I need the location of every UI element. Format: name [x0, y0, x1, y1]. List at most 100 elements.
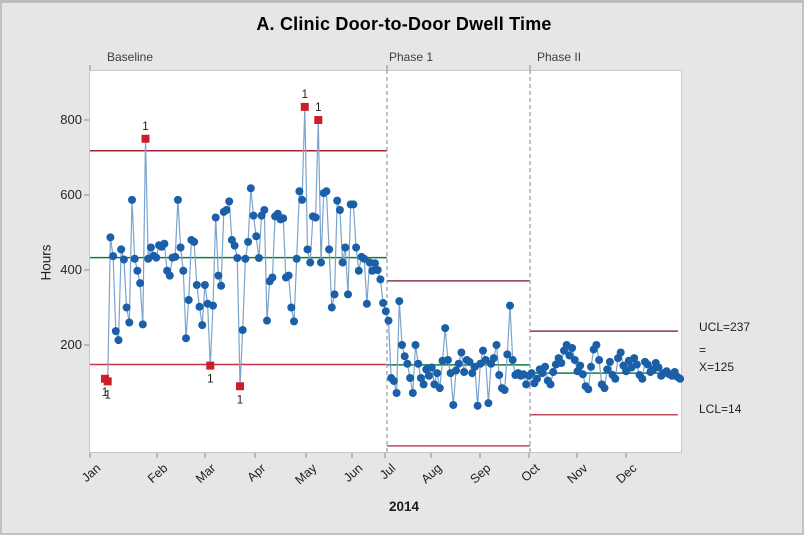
data-point: [303, 245, 312, 254]
lcl-annotation: LCL=14: [699, 402, 742, 416]
data-point: [392, 389, 401, 397]
series-connector: [104, 106, 681, 406]
data-point: [298, 195, 307, 204]
flag-label: 1: [104, 389, 110, 401]
data-point: [449, 401, 458, 409]
data-point: [403, 359, 412, 368]
chart-title: A. Clinic Door-to-Door Dwell Time: [256, 14, 552, 34]
data-point: [506, 301, 514, 310]
data-point: [654, 363, 663, 372]
data-point: [595, 356, 604, 364]
data-point: [468, 369, 477, 378]
data-point: [136, 279, 145, 288]
data-point: [643, 360, 652, 369]
out-of-control-point: [206, 361, 215, 370]
y-tick-label: 600: [60, 187, 82, 202]
data-point: [568, 344, 577, 352]
data-point: [503, 350, 512, 359]
data-point: [400, 352, 409, 361]
xbar-overbar-annotation: =: [699, 343, 707, 357]
data-point: [362, 299, 371, 308]
data-point: [268, 273, 277, 282]
data-point: [254, 254, 263, 262]
data-point: [130, 254, 139, 263]
data-point: [306, 258, 315, 267]
phase-label-baseline: Baseline: [107, 50, 154, 64]
data-point: [311, 213, 320, 222]
data-point: [233, 254, 242, 262]
data-point: [279, 214, 288, 223]
data-point: [527, 369, 536, 378]
data-point: [327, 303, 336, 312]
data-point: [454, 359, 463, 368]
data-point: [165, 271, 174, 280]
data-point: [195, 302, 204, 311]
data-point: [176, 243, 185, 252]
data-point: [252, 232, 261, 241]
data-point: [160, 239, 169, 248]
y-tick-label: 800: [60, 112, 82, 127]
data-point: [408, 389, 417, 397]
data-point: [138, 320, 147, 329]
data-point: [443, 356, 452, 364]
data-point: [249, 211, 258, 220]
data-point: [416, 374, 425, 382]
data-point: [225, 197, 234, 206]
flag-label: 1: [102, 387, 108, 399]
data-point: [349, 200, 358, 209]
data-point: [290, 317, 298, 326]
data-point: [433, 369, 442, 378]
data-point: [109, 252, 118, 261]
data-point: [676, 374, 685, 383]
out-of-control-point: [103, 377, 112, 386]
data-point: [111, 327, 120, 336]
data-point: [452, 366, 460, 375]
data-point: [190, 237, 199, 246]
data-point: [182, 334, 190, 343]
data-point: [173, 195, 182, 204]
data-point: [238, 326, 247, 334]
data-point: [246, 184, 255, 193]
data-point: [171, 252, 180, 261]
data-point: [592, 341, 601, 349]
data-point: [638, 374, 647, 383]
ucl-annotation: UCL=237: [699, 320, 751, 334]
data-point: [241, 254, 250, 263]
data-point: [200, 281, 209, 289]
data-point: [473, 401, 482, 410]
data-point: [495, 371, 504, 379]
data-point: [508, 356, 517, 364]
x-axis-title: 2014: [388, 499, 420, 514]
data-point: [605, 357, 614, 366]
flag-label: 1: [302, 89, 308, 101]
data-point: [492, 341, 501, 349]
data-point: [419, 380, 428, 389]
y-tick-label: 400: [60, 262, 82, 277]
data-point: [395, 297, 404, 306]
data-point: [317, 258, 325, 267]
data-point: [427, 363, 436, 372]
data-point: [576, 361, 585, 370]
data-point: [211, 213, 220, 222]
data-point: [106, 233, 115, 242]
data-point: [263, 316, 271, 325]
out-of-control-point: [141, 134, 150, 143]
flag-label: 1: [315, 102, 321, 114]
data-point: [333, 196, 342, 205]
data-point: [325, 245, 334, 254]
data-point: [295, 187, 304, 196]
data-point: [379, 299, 388, 307]
data-point: [578, 370, 587, 379]
data-point: [125, 318, 134, 327]
data-point: [341, 243, 350, 252]
data-point: [222, 206, 231, 214]
data-point: [584, 385, 593, 394]
data-point: [500, 386, 509, 394]
data-point: [538, 369, 547, 378]
xbar-annotation: X=125: [699, 360, 735, 374]
data-point: [435, 384, 444, 393]
data-point: [209, 301, 217, 310]
data-point: [230, 241, 239, 250]
data-point: [330, 290, 339, 299]
data-point: [284, 271, 293, 280]
